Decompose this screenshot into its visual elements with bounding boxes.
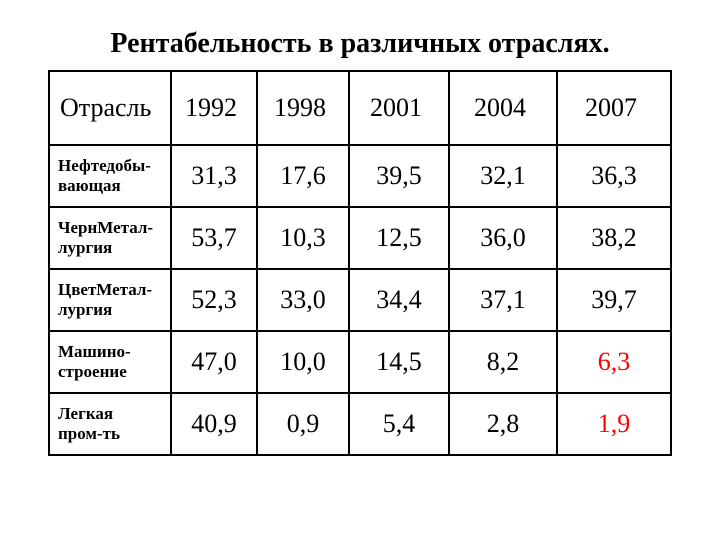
cell-value: 17,6 <box>257 145 349 207</box>
table-row: ЦветМетал-лургия52,333,034,437,139,7 <box>49 269 671 331</box>
table-row: Легкаяпром-ть40,90,95,42,81,9 <box>49 393 671 455</box>
cell-value: 40,9 <box>171 393 257 455</box>
cell-value: 2,8 <box>449 393 557 455</box>
cell-value: 47,0 <box>171 331 257 393</box>
cell-value: 10,0 <box>257 331 349 393</box>
cell-value: 38,2 <box>557 207 671 269</box>
cell-value: 1,9 <box>557 393 671 455</box>
row-label: ЦветМетал-лургия <box>49 269 171 331</box>
cell-value: 8,2 <box>449 331 557 393</box>
cell-value: 12,5 <box>349 207 449 269</box>
table-header-row: Отрасль19921998200120042007 <box>49 71 671 145</box>
profitability-table: Отрасль19921998200120042007Нефтедобы-ваю… <box>48 70 672 456</box>
cell-value: 34,4 <box>349 269 449 331</box>
row-label: Легкаяпром-ть <box>49 393 171 455</box>
cell-value: 36,3 <box>557 145 671 207</box>
cell-value: 10,3 <box>257 207 349 269</box>
cell-value: 53,7 <box>171 207 257 269</box>
row-label: ЧернМетал-лургия <box>49 207 171 269</box>
table-row: ЧернМетал-лургия53,710,312,536,038,2 <box>49 207 671 269</box>
cell-value: 33,0 <box>257 269 349 331</box>
row-label: Машино-строение <box>49 331 171 393</box>
cell-value: 39,7 <box>557 269 671 331</box>
col-header-year: 2001 <box>349 71 449 145</box>
cell-value: 52,3 <box>171 269 257 331</box>
table-row: Машино-строение47,010,014,58,26,3 <box>49 331 671 393</box>
cell-value: 31,3 <box>171 145 257 207</box>
cell-value: 37,1 <box>449 269 557 331</box>
col-header-year: 2004 <box>449 71 557 145</box>
cell-value: 36,0 <box>449 207 557 269</box>
col-header-industry: Отрасль <box>49 71 171 145</box>
table-row: Нефтедобы-вающая31,317,639,532,136,3 <box>49 145 671 207</box>
page-title: Рентабельность в различных отраслях. <box>0 28 720 60</box>
cell-value: 0,9 <box>257 393 349 455</box>
cell-value: 5,4 <box>349 393 449 455</box>
col-header-year: 1998 <box>257 71 349 145</box>
cell-value: 14,5 <box>349 331 449 393</box>
col-header-year: 1992 <box>171 71 257 145</box>
row-label: Нефтедобы-вающая <box>49 145 171 207</box>
cell-value: 32,1 <box>449 145 557 207</box>
cell-value: 6,3 <box>557 331 671 393</box>
col-header-year: 2007 <box>557 71 671 145</box>
cell-value: 39,5 <box>349 145 449 207</box>
